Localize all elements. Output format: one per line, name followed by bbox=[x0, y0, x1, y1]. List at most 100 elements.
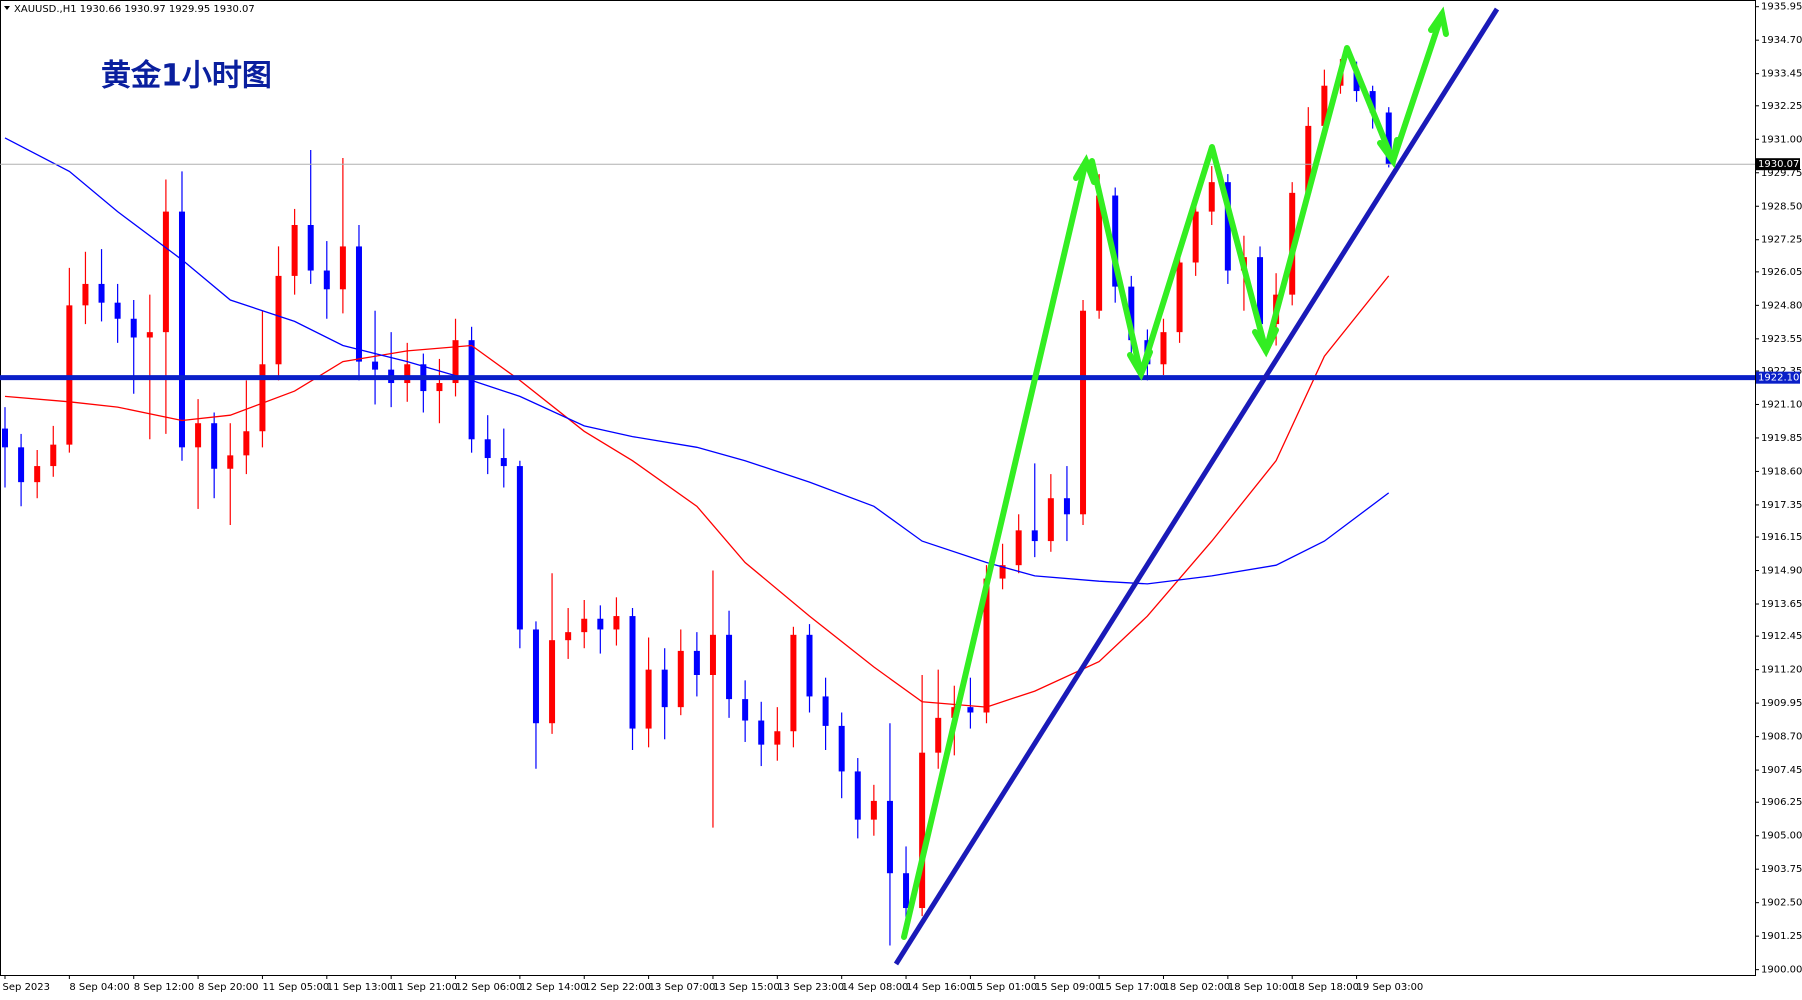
candle-body bbox=[259, 364, 266, 432]
candle-body bbox=[677, 650, 684, 708]
x-tick-label: 18 Sep 10:00 bbox=[1228, 982, 1295, 993]
wave-arrow bbox=[1428, 6, 1449, 37]
x-tick-label: 11 Sep 21:00 bbox=[391, 982, 458, 993]
candle-body bbox=[50, 444, 57, 467]
candle-body bbox=[1015, 530, 1022, 566]
candle-body bbox=[693, 650, 700, 675]
y-tick-label: 1902.50 bbox=[1761, 898, 1802, 909]
chart-header: XAUUSD.,H1 1930.66 1930.97 1929.95 1930.… bbox=[14, 4, 255, 15]
candle-body bbox=[709, 634, 716, 675]
candle-body bbox=[1176, 262, 1183, 333]
y-tick-label: 1912.45 bbox=[1761, 631, 1802, 642]
candle-body bbox=[822, 696, 829, 726]
candle-body bbox=[307, 225, 314, 271]
x-tick-label: 12 Sep 14:00 bbox=[520, 982, 587, 993]
y-tick-label: 1931.00 bbox=[1761, 134, 1802, 145]
candle-body bbox=[162, 211, 169, 333]
y-tick-label: 1926.05 bbox=[1761, 267, 1802, 278]
wave-arrow bbox=[1127, 349, 1153, 381]
candle-body bbox=[275, 275, 282, 365]
x-tick-label: 8 Sep 20:00 bbox=[198, 982, 258, 993]
candle-body bbox=[999, 565, 1006, 579]
y-tick-label: 1911.20 bbox=[1761, 665, 1802, 676]
candle-body bbox=[1128, 286, 1135, 341]
x-tick-label: 15 Sep 01:00 bbox=[970, 982, 1037, 993]
candle-body bbox=[372, 361, 379, 370]
candle-body bbox=[597, 618, 604, 630]
x-tick-label: 8 Sep 12:00 bbox=[134, 982, 194, 993]
candle-body bbox=[967, 707, 974, 713]
y-tick-label: 1932.25 bbox=[1761, 101, 1802, 112]
candle-body bbox=[1321, 85, 1328, 126]
candle-body bbox=[1369, 91, 1376, 113]
candle-body bbox=[82, 283, 89, 306]
x-tick-label: 13 Sep 07:00 bbox=[649, 982, 716, 993]
candle-body bbox=[468, 340, 475, 440]
candle-body bbox=[500, 458, 507, 467]
level-label-box bbox=[1756, 371, 1800, 384]
y-tick-label: 1901.25 bbox=[1761, 931, 1802, 942]
candle-body bbox=[114, 302, 121, 319]
y-tick-label: 1927.25 bbox=[1761, 235, 1802, 246]
x-tick-label: 12 Sep 06:00 bbox=[456, 982, 523, 993]
header-icon bbox=[4, 6, 10, 10]
level-label: 1922.10 bbox=[1758, 373, 1799, 384]
candle-body bbox=[1224, 182, 1231, 271]
candle-body bbox=[146, 332, 153, 338]
y-tick-label: 1909.95 bbox=[1761, 698, 1802, 709]
x-tick-label: 14 Sep 16:00 bbox=[906, 982, 973, 993]
x-tick-label: 12 Sep 22:00 bbox=[584, 982, 651, 993]
candle-body bbox=[983, 578, 990, 713]
candle-body bbox=[790, 634, 797, 732]
candle-body bbox=[355, 246, 362, 362]
x-tick-label: 11 Sep 13:00 bbox=[327, 982, 394, 993]
candle-body bbox=[1031, 530, 1038, 542]
x-tick-label: 19 Sep 03:00 bbox=[1357, 982, 1424, 993]
moving-average bbox=[4, 137, 1390, 585]
x-tick-label: 13 Sep 15:00 bbox=[713, 982, 780, 993]
candle-body bbox=[806, 634, 813, 697]
candle-body bbox=[1047, 498, 1054, 542]
y-tick-label: 1906.25 bbox=[1761, 797, 1802, 808]
candle-body bbox=[130, 318, 137, 338]
wave-arrow bbox=[1089, 45, 1396, 377]
candle-body bbox=[661, 669, 668, 708]
y-tick-label: 1916.15 bbox=[1761, 532, 1802, 543]
candle-body bbox=[854, 771, 861, 820]
x-tick-label: 15 Sep 09:00 bbox=[1035, 982, 1102, 993]
candle-body bbox=[613, 616, 620, 630]
candle-body bbox=[726, 634, 733, 700]
candle-body bbox=[2, 428, 8, 448]
candle-body bbox=[1160, 332, 1167, 365]
candle-body bbox=[195, 423, 202, 448]
candle-body bbox=[645, 669, 652, 729]
wave-arrow bbox=[901, 158, 1089, 940]
candle-body bbox=[323, 270, 330, 290]
candle-body bbox=[484, 439, 491, 459]
y-tick-label: 1917.35 bbox=[1761, 500, 1802, 511]
candle-body bbox=[452, 340, 459, 384]
x-tick-label: 18 Sep 18:00 bbox=[1292, 982, 1359, 993]
wave-arrow bbox=[1252, 327, 1279, 358]
y-tick-label: 1903.75 bbox=[1761, 864, 1802, 875]
x-tick-label: 14 Sep 08:00 bbox=[842, 982, 909, 993]
y-tick-label: 1905.00 bbox=[1761, 831, 1802, 842]
candle-body bbox=[1063, 498, 1070, 515]
x-tick-label: 18 Sep 02:00 bbox=[1163, 982, 1230, 993]
x-tick-label: 15 Sep 17:00 bbox=[1099, 982, 1166, 993]
candle-body bbox=[549, 640, 556, 724]
candle-body bbox=[886, 800, 893, 874]
candle-body bbox=[774, 731, 781, 745]
candle-body bbox=[1080, 310, 1087, 515]
candle-body bbox=[629, 616, 636, 729]
y-tick-label: 1921.10 bbox=[1761, 399, 1802, 410]
y-tick-label: 1922.35 bbox=[1761, 366, 1802, 377]
candle-body bbox=[339, 246, 346, 290]
y-tick-label: 1919.85 bbox=[1761, 433, 1802, 444]
y-tick-label: 1914.90 bbox=[1761, 566, 1802, 577]
candle-body bbox=[516, 466, 523, 630]
candle-body bbox=[1257, 257, 1264, 325]
candle-body bbox=[532, 629, 539, 724]
